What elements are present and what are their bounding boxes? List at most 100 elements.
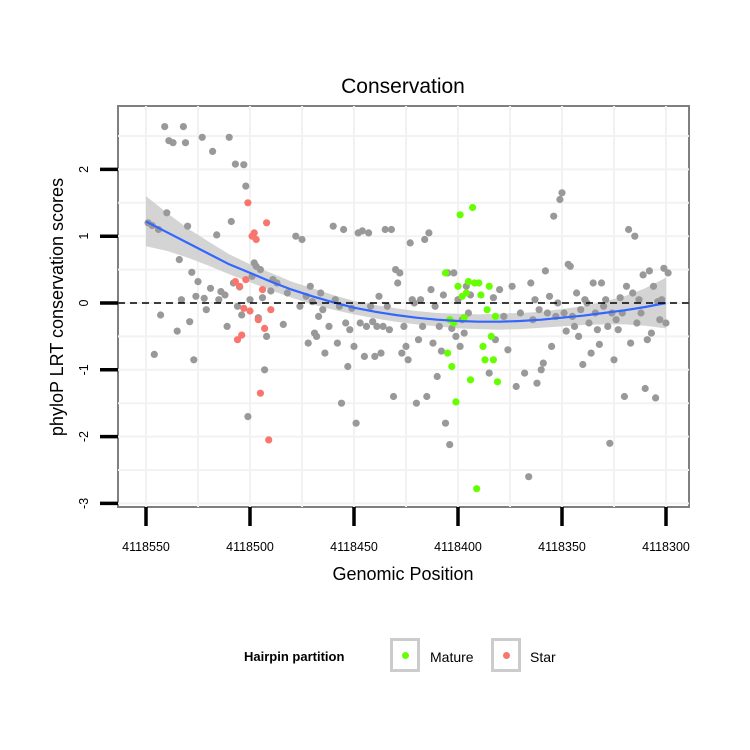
point-other [575,332,583,340]
point-star [244,199,252,207]
point-other [579,360,587,369]
y-tick-label: -1 [77,364,91,375]
point-other [373,322,381,330]
point-other [223,322,231,330]
point-other [367,302,375,310]
y-axis-title: phyloP LRT conservation scores [47,178,67,436]
point-other [337,399,346,407]
point-other [227,217,235,226]
point-other [521,369,529,377]
point-other [231,160,239,168]
point-other [298,235,306,244]
point-mature [456,211,464,219]
point-other [181,139,190,147]
point-other [313,332,321,340]
legend-label-mature: Mature [430,649,474,665]
point-star [250,229,258,237]
point-other [175,256,183,264]
point-other [356,319,364,327]
x-tick-label: 4118550 [122,540,170,554]
point-other [527,279,535,287]
point-other [516,309,525,317]
point-mature [493,378,502,386]
point-other [365,229,373,237]
point-other [439,291,447,299]
point-other [192,292,200,300]
x-tick-label: 4118450 [330,540,378,554]
grid-lines [118,106,689,507]
point-other [402,342,410,350]
point-other [441,419,450,427]
point-other [350,342,358,350]
point-other [614,326,622,334]
point-other [525,473,533,481]
point-other [358,227,366,235]
point-other [570,322,579,330]
point-other [656,316,664,324]
point-other [633,319,641,327]
point-other [587,349,595,357]
point-other [325,322,333,330]
point-other [429,339,437,347]
legend-label-star: Star [530,649,556,665]
point-mature [441,269,450,277]
point-other [554,299,562,307]
point-mature [481,356,489,364]
point-other [404,356,412,364]
point-other [620,392,629,401]
point-other [340,225,348,234]
point-other [188,268,196,276]
point-other [539,359,547,367]
point-other [433,372,441,381]
point-other [240,161,248,169]
point-other [371,352,379,360]
point-other [658,296,666,304]
point-star [254,316,262,324]
y-tick-label: 0 [77,299,91,306]
point-other [296,302,304,310]
point-mature [454,282,462,290]
point-other [398,349,406,357]
point-star [242,276,250,284]
point-mature [489,356,497,364]
point-other [410,299,418,307]
point-other [396,269,404,277]
point-other [233,302,242,310]
point-other [450,269,458,277]
point-other [537,366,545,374]
point-other [566,262,574,270]
point-other [379,322,387,330]
point-other [190,356,198,364]
point-other [202,306,210,314]
point-star [261,324,269,332]
y-axis: 2 1 0 -1 -2 -3 [77,166,118,509]
point-other [627,339,635,347]
point-other [184,222,192,230]
point-other [360,352,368,360]
point-other [267,287,275,295]
legend-key-mature [390,638,420,672]
point-other [437,347,445,355]
point-other [649,282,658,290]
point-other [213,231,221,239]
y-tick-label: -3 [77,498,91,509]
legend: Hairpin partition Mature Star [0,638,750,678]
point-other [602,296,610,304]
point-other [329,222,337,230]
point-other [244,413,252,421]
point-other [573,289,581,297]
point-other [600,302,608,310]
point-other [375,292,383,300]
x-tick-label: 4118500 [226,540,274,554]
point-other [317,289,325,297]
point-other [304,339,312,347]
legend-key-star [491,638,521,672]
point-other [631,232,639,240]
point-other [377,349,385,357]
point-star [240,304,248,312]
point-mature [466,376,475,384]
point-other [610,356,618,364]
point-other [163,209,171,217]
point-other [629,289,637,297]
